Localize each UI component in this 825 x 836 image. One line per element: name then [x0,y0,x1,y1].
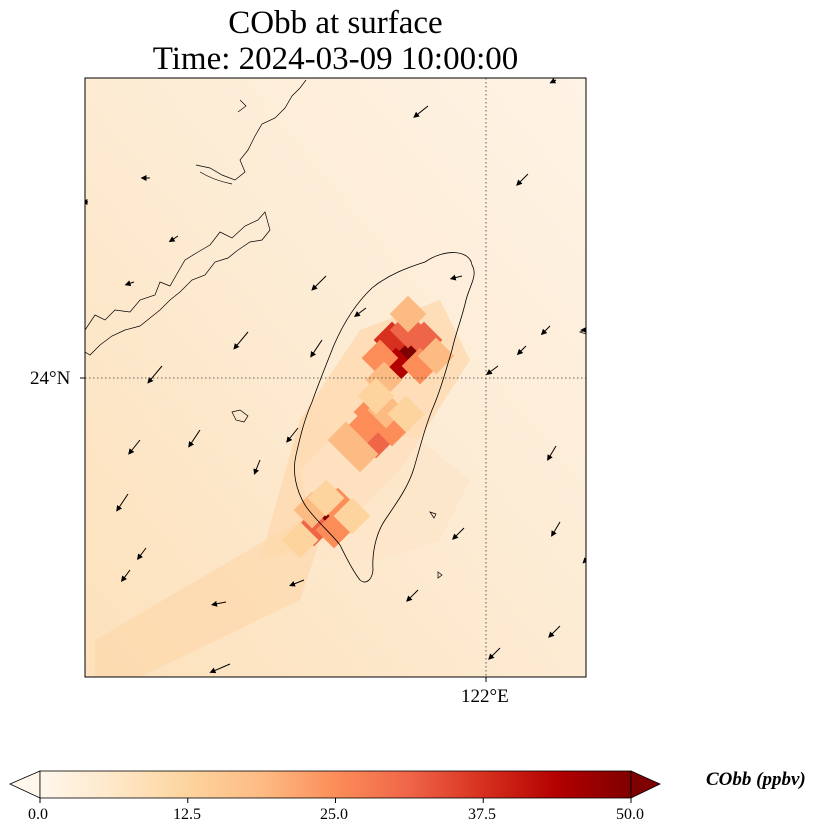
colorbar-tick-label: 50.0 [616,806,644,823]
wind-arrow [289,579,305,587]
wind-arrow [310,339,323,358]
colorbar-tick-label: 37.5 [468,806,496,823]
wind-arrow [547,445,557,461]
wind-arrow [209,663,231,674]
plume-cell [389,295,427,333]
lon-label: 122°E [461,686,509,707]
colorbar-tick-label: 25.0 [320,806,348,823]
plume-cell [327,421,365,459]
wind-arrow [353,307,367,317]
map-panel [80,77,587,682]
wind-arrow [449,274,463,281]
china-coastline-north [195,79,307,181]
wind-arrow [516,345,527,356]
plume-cell [357,377,395,415]
wind-arrow [311,275,327,291]
colorbar-extend-min [9,770,41,799]
plume-cell [333,497,371,535]
colorbar-ramp [39,770,632,799]
wind-arrow [211,600,227,607]
colorbar-extend-max [630,770,661,799]
wind-arrow [549,78,557,84]
wind-arrow [413,105,429,118]
wind-arrow [137,547,147,561]
map-time: Time: 2024-03-09 10:00:00 [152,41,519,77]
wind-arrow [452,527,465,540]
map-title: CObb at surface [228,5,443,41]
taiwan-coastline [294,252,475,583]
plume-cell [307,479,345,517]
plume-cells [281,295,455,559]
wind-arrow [286,427,299,443]
wind-arrow [116,493,129,512]
wind-arrow [516,173,529,186]
china-coastline [85,211,271,356]
wind-arrow [406,589,419,602]
colorbar-title: CObb (ppbv) [706,769,806,790]
wind-arrow [120,569,131,583]
lat-label: 24°N [30,368,71,389]
wind-arrow [147,365,163,384]
small-islands [199,99,586,579]
plume-cell [417,337,455,375]
wind-arrow [124,280,135,287]
wind-arrow [540,325,551,336]
wind-arrow [551,521,561,537]
wind-arrow [168,235,179,243]
wind-arrow [188,429,201,448]
wind-arrow [485,365,499,375]
wind-arrow [488,647,501,660]
plume-band-south [95,480,340,677]
wind-arrow [548,625,561,638]
wind-arrow [128,439,141,455]
plume-cell [387,395,425,433]
colorbar-tick-label: 0.0 [28,806,48,823]
wind-arrows [85,78,586,674]
wind-arrow [233,331,249,350]
plume-cell [281,521,319,559]
wind-arrow [253,459,261,475]
colorbar [9,770,661,803]
colorbar-ticks [39,798,632,803]
colorbar-tick-label: 12.5 [173,806,201,823]
